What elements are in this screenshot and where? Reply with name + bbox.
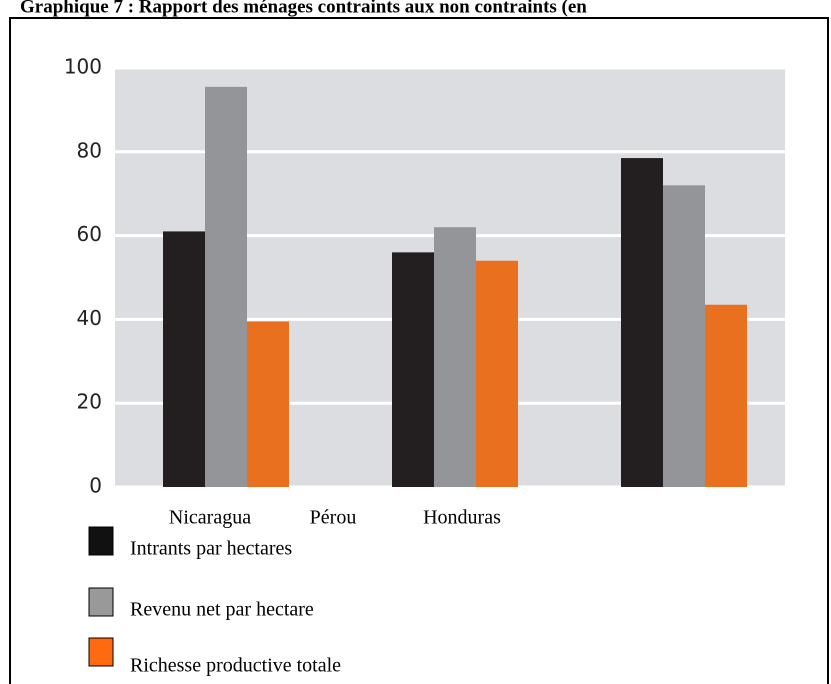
bar — [663, 185, 705, 487]
x-tick-label: Honduras — [423, 507, 501, 529]
y-tick-label: 40 — [77, 306, 102, 330]
bar — [205, 86, 247, 487]
chart-title: Graphique 7 : Rapport des ménages contra… — [20, 0, 587, 17]
bar — [621, 158, 663, 487]
legend-label: Richesse productive totale — [130, 655, 341, 677]
legend-label: Intrants par hectares — [130, 538, 292, 560]
legend-swatch — [88, 637, 114, 667]
y-tick-label: 20 — [77, 390, 102, 414]
bar — [705, 304, 747, 487]
bar — [247, 321, 289, 487]
y-tick-label: 60 — [77, 222, 102, 246]
legend-swatch — [88, 587, 114, 617]
legend-swatch — [88, 526, 114, 556]
legend-label: Revenu net par hectare — [130, 599, 314, 621]
y-tick-label: 80 — [77, 138, 102, 162]
y-tick-label: 0 — [89, 474, 102, 498]
bar — [434, 227, 476, 487]
bar — [392, 252, 434, 487]
y-tick-label: 100 — [64, 55, 102, 79]
x-tick-label: Pérou — [310, 507, 357, 529]
bar — [476, 260, 518, 487]
frame — [9, 17, 829, 684]
bar — [163, 231, 205, 487]
x-tick-label: Nicaragua — [169, 507, 251, 529]
